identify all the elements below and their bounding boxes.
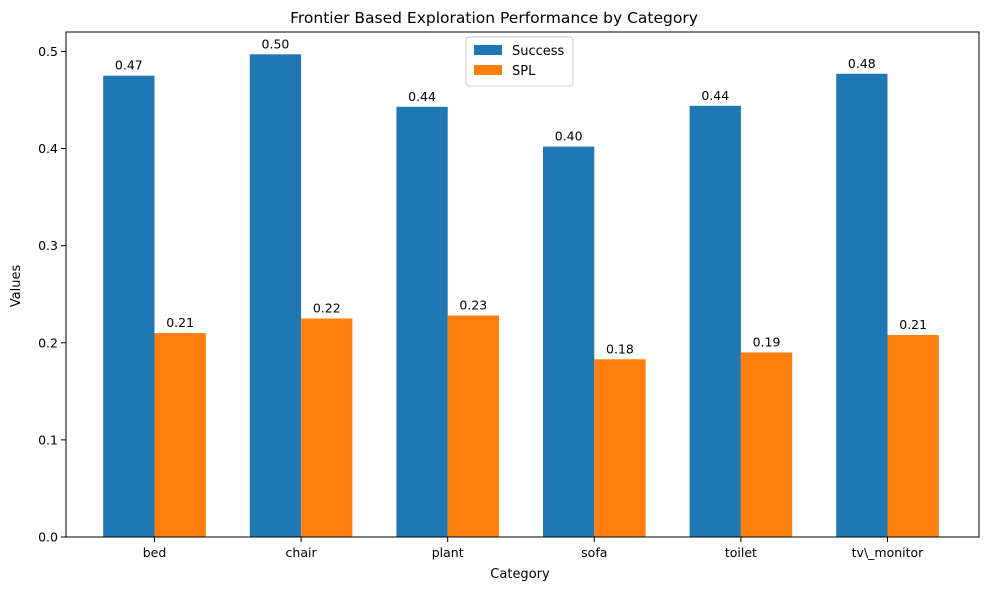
data-label-spl-5: 0.21 (899, 317, 927, 332)
data-label-spl-4: 0.19 (753, 334, 781, 349)
data-label-success-1: 0.50 (262, 36, 290, 51)
y-tick-label-1: 0.1 (38, 432, 58, 447)
x-tick-label-2: plant (432, 545, 464, 560)
y-tick-label-2: 0.2 (38, 335, 58, 350)
y-tick-label-0: 0.0 (38, 530, 58, 545)
data-label-success-2: 0.44 (408, 89, 436, 104)
bar-spl-3 (594, 359, 646, 537)
data-label-success-0: 0.47 (115, 58, 143, 73)
y-tick-label-4: 0.4 (38, 141, 58, 156)
chart-title: Frontier Based Exploration Performance b… (290, 9, 698, 27)
bar-success-3 (543, 146, 595, 537)
x-tick-label-0: bed (143, 545, 167, 560)
bar-success-5 (836, 73, 888, 537)
y-tick-label-3: 0.3 (38, 238, 58, 253)
bar-success-4 (689, 105, 741, 538)
data-label-spl-0: 0.21 (166, 315, 194, 330)
x-tick-label-3: sofa (581, 545, 607, 560)
data-label-spl-2: 0.23 (459, 298, 487, 313)
legend-label-success: Success (512, 44, 565, 59)
x-tick-label-1: chair (286, 545, 318, 560)
y-axis-label: Values (9, 265, 24, 308)
bar-spl-1 (301, 318, 353, 537)
data-label-success-3: 0.40 (555, 129, 583, 144)
data-label-success-5: 0.48 (848, 56, 876, 71)
bar-success-0 (103, 75, 155, 538)
x-axis-label: Category (490, 567, 550, 582)
plot-area: 0.47 0.21 bed 0.50 0.22 chair 0.44 0.23 plant 0.4… (38, 31, 980, 560)
data-label-spl-3: 0.18 (606, 341, 634, 356)
x-tick-label-5: tv\_monitor (852, 545, 925, 560)
legend-swatch-spl (474, 65, 502, 75)
x-tick-label-4: toilet (725, 545, 757, 560)
y-tick-label-5: 0.5 (38, 44, 58, 59)
legend-label-spl: SPL (512, 64, 536, 79)
data-label-spl-1: 0.22 (313, 300, 341, 315)
bar-spl-4 (740, 352, 793, 537)
bar-success-1 (249, 54, 302, 537)
bar-spl-0 (154, 333, 206, 537)
bar-success-2 (396, 106, 448, 538)
plot-frame (65, 31, 980, 538)
bar-spl-2 (447, 315, 499, 537)
bar-spl-5 (887, 335, 939, 537)
data-label-success-4: 0.44 (701, 88, 729, 103)
legend: Success SPL (465, 36, 574, 87)
legend-swatch-success (474, 45, 502, 55)
